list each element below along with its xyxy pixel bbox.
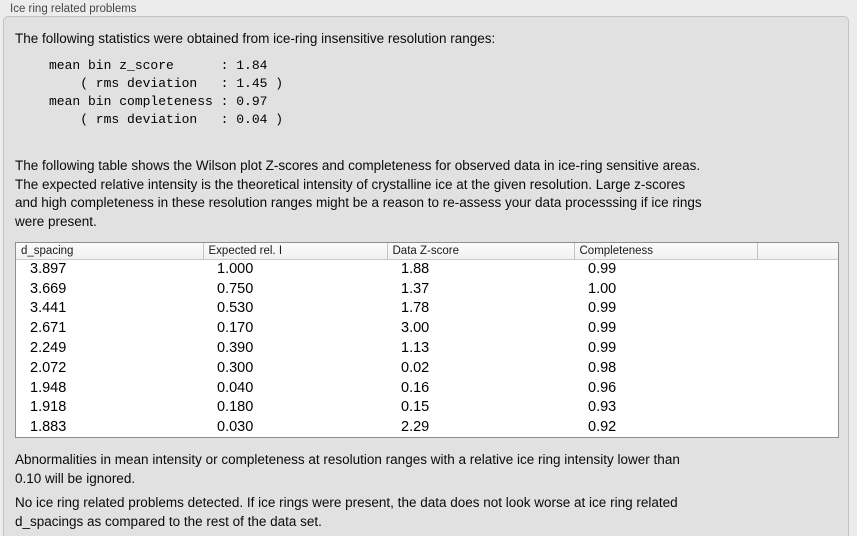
table-cell[interactable]: 0.15 [401,399,430,416]
table-cell-empty [757,259,838,279]
table-cell[interactable]: 0.530 [217,300,254,317]
table-cell[interactable]: 3.00 [401,320,430,337]
table-cell[interactable]: 0.16 [401,379,430,396]
table-row[interactable]: 1.883 0.030 2.29 0.92 [16,417,838,437]
table-row[interactable]: 3.441 0.530 1.78 0.99 [16,299,838,319]
table-header-row: d_spacing Expected rel. I Data Z-score Comp… [16,243,838,260]
table-cell[interactable]: 0.300 [217,359,254,376]
table-cell-empty [757,299,838,319]
ice-ring-table[interactable]: d_spacing Expected rel. I Data Z-score Comp… [15,242,839,438]
column-header-d-spacing[interactable]: d_spacing [16,243,203,260]
table-cell[interactable]: 0.99 [588,261,617,278]
column-header-expected-rel-i[interactable]: Expected rel. I [202,243,387,260]
table-cell[interactable]: 0.99 [588,340,617,357]
table-cell[interactable]: 2.29 [401,419,430,436]
column-header-data-z-score[interactable]: Data Z-score [386,243,574,260]
column-header-completeness[interactable]: Completeness [573,243,757,260]
table-cell-empty [757,378,838,398]
table-cell[interactable]: 0.030 [217,419,254,436]
stats-block: mean bin z_score : 1.84 ( rms deviation … [49,58,284,127]
table-cell[interactable]: 1.13 [401,340,430,357]
table-cell[interactable]: 1.78 [401,300,430,317]
table-cell[interactable]: 0.99 [588,300,617,317]
table-row[interactable]: 1.918 0.180 0.15 0.93 [16,398,838,418]
table-cell[interactable]: 0.98 [588,359,617,376]
table-cell[interactable]: 0.02 [401,359,430,376]
table-cell[interactable]: 2.249 [30,340,67,357]
table-cell[interactable]: 1.00 [588,280,617,297]
table-cell[interactable]: 0.390 [217,340,254,357]
table-cell[interactable]: 2.671 [30,320,67,337]
ignore-note-text: Abnormalities in mean intensity or compl… [15,452,680,486]
table-cell-empty [757,279,838,299]
table-cell[interactable]: 3.441 [30,300,67,317]
table-row[interactable]: 1.948 0.040 0.16 0.96 [16,378,838,398]
column-header-spacer[interactable] [756,243,838,260]
table-row[interactable]: 2.671 0.170 3.00 0.99 [16,318,838,338]
table-header: d_spacing Expected rel. I Data Z-score Comp… [16,243,838,260]
table-cell[interactable]: 0.93 [588,399,617,416]
table-cell-empty [757,338,838,358]
table-row[interactable]: 3.669 0.750 1.37 1.00 [16,279,838,299]
ice-ring-data-table[interactable]: d_spacing Expected rel. I Data Z-score Comp… [16,243,838,437]
description-text: The following table shows the Wilson plo… [15,158,702,229]
table-cell[interactable]: 1.88 [401,261,430,278]
table-cell[interactable]: 1.948 [30,379,67,396]
table-cell-empty [757,318,838,338]
table-cell-empty [757,398,838,418]
table-cell[interactable]: 1.000 [217,261,254,278]
table-cell[interactable]: 0.040 [217,379,254,396]
panel-title: Ice ring related problems [10,3,137,15]
table-cell[interactable]: 1.918 [30,399,67,416]
table-cell[interactable]: 3.669 [30,280,67,297]
table-row[interactable]: 2.072 0.300 0.02 0.98 [16,358,838,378]
table-cell[interactable]: 1.37 [401,280,430,297]
table-cell[interactable]: 1.883 [30,419,67,436]
table-row[interactable]: 2.249 0.390 1.13 0.99 [16,338,838,358]
intro-text: The following statistics were obtained f… [15,31,496,46]
table-cell[interactable]: 0.99 [588,320,617,337]
table-cell[interactable]: 0.92 [588,419,617,436]
conclusion-text: No ice ring related problems detected. I… [15,495,678,529]
table-cell[interactable]: 0.180 [217,399,254,416]
table-cell-empty [757,358,838,378]
table-cell[interactable]: 0.96 [588,379,617,396]
table-cell[interactable]: 3.897 [30,261,67,278]
table-cell[interactable]: 0.170 [217,320,254,337]
table-body: 3.897 1.000 1.88 0.99 3.669 0.750 1.37 1.00 3.44… [16,259,838,437]
table-row[interactable]: 3.897 1.000 1.88 0.99 [16,259,838,279]
ice-ring-panel: The following statistics were obtained f… [3,16,849,536]
table-cell[interactable]: 0.750 [217,280,254,297]
table-cell-empty [757,417,838,437]
table-cell[interactable]: 2.072 [30,359,67,376]
